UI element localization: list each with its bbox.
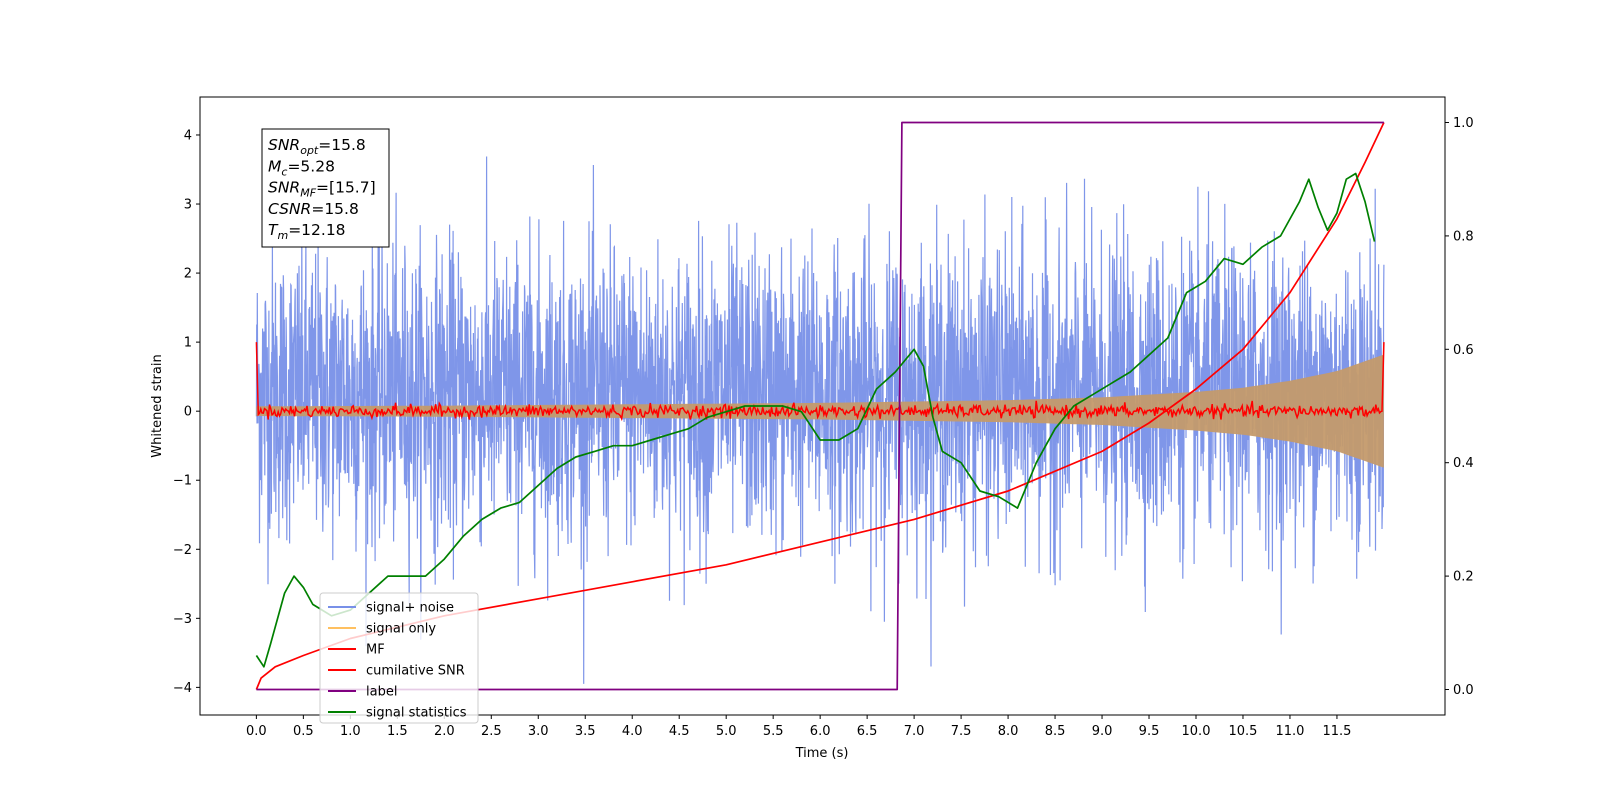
x-axis-label: Time (s) [795,746,849,761]
y-tick-label: 1 [184,336,192,351]
annotation-line: Tm=12.18 [268,221,346,242]
legend-label: MF [366,643,385,658]
x-tick-label: 8.5 [1045,724,1066,739]
y-axis-right: 1.0 0.8 0.6 0.4 0.2 0.0 [1445,116,1474,698]
y-tick-label: 3 [184,198,192,213]
label-line [256,121,1384,691]
y2-tick-label: 0.2 [1453,570,1474,585]
legend-label: label [366,685,397,700]
x-tick-label: 11.0 [1275,724,1304,739]
x-tick-label: 1.0 [340,724,361,739]
mf-line [255,342,1385,422]
label-layer [256,121,1384,691]
x-tick-label: 7.0 [904,724,925,739]
y-tick-label: −4 [173,681,192,696]
x-tick-label: 6.0 [810,724,831,739]
legend-label: signal only [366,622,436,637]
legend: signal+ noise signal only MF cumilative SNR… [319,592,479,724]
y-tick-label: −3 [173,612,192,627]
annotation-line: SNRopt=15.8 [268,136,366,157]
annotation-line: SNRMF=[15.7] [268,179,376,200]
x-tick-label: 2.0 [434,724,455,739]
y2-tick-label: 0.6 [1453,343,1474,358]
x-tick-label: 3.5 [575,724,596,739]
x-tick-label: 11.5 [1322,724,1351,739]
x-tick-label: 7.5 [951,724,972,739]
x-tick-label: 0.0 [246,724,267,739]
x-tick-label: 5.5 [763,724,784,739]
x-tick-label: 8.0 [998,724,1019,739]
x-tick-label: 10.5 [1229,724,1258,739]
x-tick-label: 9.5 [1139,724,1160,739]
signal-statistics-layer [255,172,1376,668]
y2-tick-label: 0.8 [1453,229,1474,244]
x-tick-label: 4.0 [622,724,643,739]
x-tick-label: 10.0 [1182,724,1211,739]
y-axis-left: 4 3 2 1 0 −1 −2 −3 −4 [173,128,200,696]
mf-layer [255,342,1385,422]
cumulative-snr-layer [255,122,1385,690]
x-tick-label: 4.5 [669,724,690,739]
signal-only-envelope [256,354,1384,468]
annotation-frame [261,128,390,248]
annotation-line: CSNR=15.8 [268,200,359,218]
y2-tick-label: 0.0 [1453,683,1474,698]
signal-only-layer [256,354,1384,468]
legend-label: cumilative SNR [366,664,465,679]
legend-frame [319,592,479,724]
cumulative-snr-line [255,122,1385,690]
y-tick-label: 4 [184,128,192,143]
x-tick-label: 6.5 [857,724,878,739]
legend-label: signal statistics [366,706,467,721]
y2-tick-label: 1.0 [1453,116,1474,131]
y-tick-label: 0 [184,405,192,420]
x-tick-label: 1.5 [387,724,408,739]
y2-tick-label: 0.4 [1453,456,1474,471]
x-tick-label: 3.0 [528,724,549,739]
y-axis-label: Whitened strain [150,354,165,457]
x-tick-label: 9.0 [1092,724,1113,739]
legend-items: signal+ noise signal only MF cumilative SNR… [328,601,467,721]
x-tick-label: 5.0 [716,724,737,739]
x-tick-label: 2.5 [481,724,502,739]
signal-statistics-line [255,172,1376,668]
annotation-line: Mc=5.28 [268,157,335,178]
x-axis: 0.0 0.5 1.0 1.5 2.0 2.5 3.0 3.5 4.0 4.5 5.0 5.5 6.0 6… [246,715,1351,739]
y-tick-label: −1 [173,474,192,489]
legend-label: signal+ noise [366,601,454,616]
y-tick-label: 2 [184,267,192,282]
y-tick-label: −2 [173,543,192,558]
x-tick-label: 0.5 [293,724,314,739]
plot-frame [199,96,1446,716]
